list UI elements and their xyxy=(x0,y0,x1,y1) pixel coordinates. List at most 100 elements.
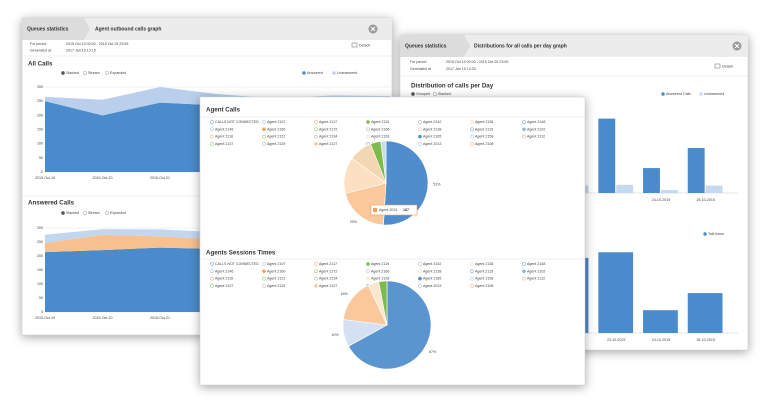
mode-radio[interactable] xyxy=(83,211,87,215)
legend-label[interactable]: Agent 2119 xyxy=(371,120,389,124)
legend-marker[interactable] xyxy=(470,120,474,124)
legend-marker[interactable] xyxy=(262,276,266,281)
legend-marker[interactable] xyxy=(314,134,318,139)
legend-label[interactable]: Agent 2172 xyxy=(319,127,337,131)
legend-label[interactable]: Agent 2172 xyxy=(319,269,337,273)
legend-marker[interactable] xyxy=(470,269,474,274)
legend-marker[interactable] xyxy=(522,262,526,266)
legend-marker[interactable] xyxy=(418,142,422,146)
mode-radio[interactable] xyxy=(433,92,437,96)
mode-label[interactable]: Stacked xyxy=(66,71,79,75)
legend-label[interactable]: Agent 2146 xyxy=(215,269,233,273)
legend-marker[interactable] xyxy=(314,284,318,288)
breadcrumb[interactable]: Queues statistics xyxy=(27,26,69,32)
legend-marker[interactable] xyxy=(366,134,370,139)
pie-slice[interactable] xyxy=(378,280,388,326)
legend-label[interactable]: Agent 2148 xyxy=(527,262,545,266)
legend-marker[interactable] xyxy=(366,120,370,124)
legend-marker[interactable] xyxy=(262,269,266,274)
legend-marker[interactable] xyxy=(262,262,266,266)
legend-label[interactable]: Agent 2108 xyxy=(475,284,493,288)
legend-marker[interactable] xyxy=(302,71,306,75)
legend-marker[interactable] xyxy=(262,120,266,124)
legend-marker[interactable] xyxy=(418,134,422,139)
legend-label[interactable]: Agent 2142 xyxy=(423,120,441,124)
legend-label[interactable]: Agent 2102 xyxy=(527,269,545,273)
mode-label[interactable]: Expanded xyxy=(110,211,126,215)
legend-marker[interactable] xyxy=(470,276,474,281)
legend-marker[interactable] xyxy=(470,142,474,146)
legend-label[interactable]: Agent 2117 xyxy=(319,120,337,124)
legend-marker[interactable] xyxy=(522,120,526,124)
legend-marker[interactable] xyxy=(470,127,474,132)
legend-label[interactable]: Agent 2108 xyxy=(475,142,493,146)
legend-marker[interactable] xyxy=(314,127,318,132)
legend-label[interactable]: Agent 2134 xyxy=(319,135,337,139)
legend-label[interactable]: Agent 2137 xyxy=(215,284,233,288)
legend-marker[interactable] xyxy=(332,71,336,75)
legend-marker[interactable] xyxy=(314,120,318,124)
legend-marker[interactable] xyxy=(262,284,266,288)
legend-label[interactable]: Agent 2166 xyxy=(371,269,389,273)
legend-marker[interactable] xyxy=(366,127,370,132)
pie-slice[interactable] xyxy=(383,140,429,226)
legend-label[interactable]: Agent 2121 xyxy=(267,135,285,139)
legend-marker[interactable] xyxy=(418,120,422,124)
breadcrumb-root[interactable] xyxy=(22,18,84,40)
legend-label[interactable]: Agent 2112 xyxy=(527,135,545,139)
legend-label[interactable]: CALLS NOT CONNECTED xyxy=(215,262,259,266)
mode-label[interactable]: Stream xyxy=(88,211,100,215)
legend-label[interactable]: Agent 2115 xyxy=(475,269,493,273)
legend-label[interactable]: Agent 2117 xyxy=(319,262,337,266)
legend-label[interactable]: Agent 2013 xyxy=(423,142,441,146)
detach-button[interactable]: Detach xyxy=(722,64,733,68)
legend-label[interactable]: Agent 2116 xyxy=(215,277,233,281)
legend-marker[interactable] xyxy=(210,276,214,281)
legend-label[interactable]: Agent 2115 xyxy=(475,127,493,131)
legend-marker[interactable] xyxy=(314,142,318,146)
legend-label[interactable]: Agent 2166 xyxy=(371,127,389,131)
legend-marker[interactable] xyxy=(470,134,474,139)
legend-label[interactable]: Answered xyxy=(307,71,323,75)
legend-label[interactable]: Agent 2116 xyxy=(215,135,233,139)
legend-marker[interactable] xyxy=(210,269,214,274)
legend-label[interactable]: Agent 2128 xyxy=(371,135,389,139)
legend-marker[interactable] xyxy=(366,262,370,266)
legend-label[interactable]: Agent 2107 xyxy=(267,120,285,124)
legend-marker[interactable] xyxy=(210,142,214,146)
legend-label[interactable]: Agent 2160 xyxy=(267,269,285,273)
legend-marker[interactable] xyxy=(522,276,526,281)
legend-label[interactable]: Agent 2146 xyxy=(215,127,233,131)
mode-label[interactable]: Grouped xyxy=(416,92,430,96)
mode-label[interactable]: Stream xyxy=(88,71,100,75)
legend-marker[interactable] xyxy=(418,276,422,281)
legend-label[interactable]: CALLS NOT CONNECTED xyxy=(215,120,259,124)
legend-label[interactable]: Agent 2148 xyxy=(527,120,545,124)
mode-radio[interactable] xyxy=(61,211,65,215)
legend-marker[interactable] xyxy=(210,134,214,139)
legend-label[interactable]: Agent 2158 xyxy=(475,135,493,139)
legend-label[interactable]: Unanswered xyxy=(704,92,724,96)
mode-radio[interactable] xyxy=(105,211,109,215)
legend-marker[interactable] xyxy=(522,134,526,139)
legend-label[interactable]: Answered Calls xyxy=(666,92,691,96)
legend-label[interactable]: Agent 2142 xyxy=(423,262,441,266)
legend-label[interactable]: Agent 2128 xyxy=(371,277,389,281)
legend-marker[interactable] xyxy=(210,127,214,132)
breadcrumb[interactable]: Queues statistics xyxy=(405,43,447,49)
legend-marker[interactable] xyxy=(366,269,370,274)
legend-marker[interactable] xyxy=(522,127,526,132)
legend-marker[interactable] xyxy=(210,120,214,124)
legend-label[interactable]: Agent 2129 xyxy=(267,142,285,146)
legend-label[interactable]: Agent 2102 xyxy=(527,127,545,131)
legend-label[interactable]: Agent 2136 xyxy=(475,262,493,266)
legend-marker[interactable] xyxy=(418,284,422,288)
legend-marker[interactable] xyxy=(703,232,707,236)
mode-radio[interactable] xyxy=(83,71,87,75)
pie-slice[interactable] xyxy=(380,140,387,184)
mode-label[interactable]: Expanded xyxy=(110,71,126,75)
legend-marker[interactable] xyxy=(699,92,703,96)
legend-marker[interactable] xyxy=(661,92,665,96)
legend-label[interactable]: Agent 2165 xyxy=(423,135,441,139)
mode-radio[interactable] xyxy=(105,71,109,75)
